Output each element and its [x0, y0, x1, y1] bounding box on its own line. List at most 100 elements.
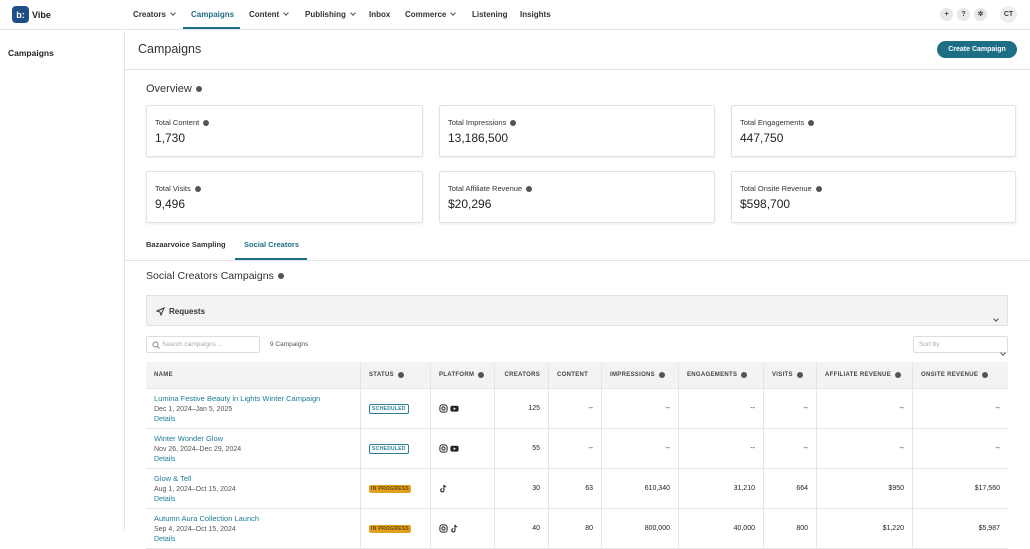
stat-label: Total Affiliate Revenue	[448, 184, 533, 193]
stat-value: $20,296	[448, 197, 492, 211]
stat-card: Total Impressions 13,186,500	[439, 105, 715, 157]
create-campaign-button[interactable]: Create Campaign	[937, 41, 1017, 58]
metric-cell: 30	[495, 469, 549, 508]
send-icon	[156, 307, 165, 316]
status-badge: SCHEDULED	[369, 403, 409, 414]
name-cell: Lumina Festive Beauty in Lights Winter C…	[146, 389, 361, 428]
platform-icon	[450, 444, 459, 453]
campaign-name[interactable]: Lumina Festive Beauty in Lights Winter C…	[154, 394, 321, 403]
nav-item[interactable]: Insights	[520, 10, 551, 19]
platform-cell	[431, 389, 495, 428]
svg-text:b:: b:	[16, 10, 25, 20]
header-cell: STATUS	[361, 362, 431, 388]
platform-icon	[439, 444, 448, 453]
metric-cell: --	[679, 429, 764, 468]
name-cell: Glow & Tell Aug 1, 2024–Oct 15, 2024 Detai…	[146, 469, 361, 508]
requests-panel[interactable]: Requests	[146, 295, 1008, 326]
metric-cell: --	[995, 405, 1000, 412]
settings-button[interactable]: ✲	[974, 8, 987, 21]
metric-cell: --	[764, 429, 817, 468]
status-cell: SCHEDULED	[361, 429, 431, 468]
nav-item[interactable]: Inbox	[369, 10, 391, 19]
campaign-name[interactable]: Autumn Aura Collection Launch	[154, 514, 260, 523]
metric-cell: --	[549, 429, 602, 468]
logo: b:	[12, 6, 29, 23]
stat-label: Total Visits	[155, 184, 201, 193]
metric-cell: 664	[764, 469, 817, 508]
table-row: Lumina Festive Beauty in Lights Winter C…	[146, 389, 1008, 429]
stat-value: 13,186,500	[448, 131, 509, 145]
details-link[interactable]: Details	[154, 496, 176, 503]
platform-icon	[450, 524, 459, 533]
campaign-dates: Nov 26, 2024–Dec 29, 2024	[154, 446, 242, 453]
requests-label: Requests	[169, 307, 206, 316]
stat-value: 9,496	[155, 197, 186, 211]
details-link[interactable]: Details	[154, 416, 176, 423]
header-cell: ENGAGEMENTS	[679, 362, 764, 388]
metric-cell: --	[995, 445, 1000, 452]
nav-item[interactable]: Creators	[133, 10, 176, 19]
header-cell: CREATORS	[495, 362, 549, 388]
nav-item[interactable]: Campaigns	[191, 10, 235, 19]
nav-item[interactable]: Publishing	[305, 10, 356, 19]
metric-cell: 31,210	[679, 469, 764, 508]
stat-card: Total Visits 9,496	[146, 171, 423, 223]
metric-cell: 63	[549, 469, 602, 508]
tab[interactable]: Bazaarvoice Sampling	[146, 240, 226, 249]
nav-label: Publishing	[305, 10, 346, 19]
header-cell: NAME	[146, 362, 361, 388]
metric-cell: --	[764, 389, 817, 428]
metric-cell: --	[817, 389, 913, 428]
metric-cell: $1,220	[817, 509, 913, 548]
section-title: Overview	[146, 83, 202, 95]
metric-cell: $950	[817, 469, 913, 508]
tab[interactable]: Social Creators	[244, 240, 300, 249]
sort-placeholder: Sort by	[919, 341, 940, 348]
nav-label: Content	[249, 10, 280, 19]
tab-underline	[235, 258, 307, 260]
header-cell: PLATFORM	[431, 362, 495, 388]
platform-icon	[439, 524, 448, 533]
overview-title: Overview	[146, 83, 192, 95]
stat-label: Total Onsite Revenue	[740, 184, 822, 193]
campaign-name[interactable]: Winter Wonder Glow	[154, 434, 224, 443]
sidebar-item[interactable]: Campaigns	[8, 48, 54, 58]
details-link[interactable]: Details	[154, 456, 176, 463]
sort-select[interactable]: Sort by	[913, 336, 1008, 356]
header-cell: IMPRESSIONS	[602, 362, 679, 388]
nav-item[interactable]: Listening	[472, 10, 508, 19]
stat-card: Total Affiliate Revenue $20,296	[439, 171, 715, 223]
table-row: Autumn Aura Collection Launch Sep 4, 2024…	[146, 509, 1008, 549]
help-button[interactable]: ?	[957, 8, 970, 21]
status-badge: IN PROGRESS	[369, 484, 412, 493]
stat-value: $598,700	[740, 197, 791, 211]
metric-cell: --	[602, 389, 679, 428]
metric-cell: $17,560	[974, 485, 1000, 492]
avatar[interactable]: CT	[1000, 6, 1017, 23]
metric-cell: 610,340	[602, 469, 679, 508]
campaign-name[interactable]: Glow & Tell	[154, 474, 192, 483]
metric-cell: --	[549, 389, 602, 428]
metric-cell: 800	[764, 509, 817, 548]
details-link[interactable]: Details	[154, 536, 176, 543]
metric-cell: --	[817, 429, 913, 468]
stat-label: Total Impressions	[448, 118, 517, 127]
platform-icon	[439, 484, 448, 493]
table-row: Glow & Tell Aug 1, 2024–Oct 15, 2024 Detai…	[146, 469, 1008, 509]
search-placeholder: Search campaigns ...	[162, 341, 224, 348]
status-badge: IN PROGRESS	[369, 524, 412, 533]
active-underline	[183, 27, 240, 29]
status-cell: IN PROGRESS	[361, 509, 431, 548]
stat-card: Total Onsite Revenue $598,700	[731, 171, 1016, 223]
search-icon	[152, 341, 160, 349]
stat-label: Total Content	[155, 118, 210, 127]
divider	[125, 69, 1030, 70]
nav-label: Creators	[133, 10, 166, 19]
add-button[interactable]: +	[940, 8, 953, 21]
nav-item[interactable]: Content	[249, 10, 290, 19]
platform-icon	[450, 404, 459, 413]
search-input[interactable]: Search campaigns ...	[146, 336, 260, 353]
header-cell: ONSITE REVENUE	[913, 362, 1008, 388]
metric-cell: --	[602, 429, 679, 468]
nav-item[interactable]: Commerce	[405, 10, 457, 19]
